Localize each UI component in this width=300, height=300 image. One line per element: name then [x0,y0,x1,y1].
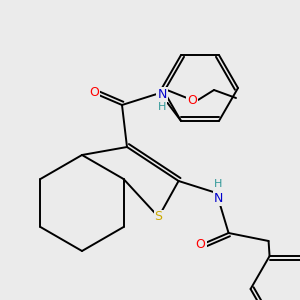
Text: O: O [196,238,206,251]
Text: H: H [158,102,166,112]
Text: S: S [154,211,163,224]
Text: N: N [157,88,167,100]
Text: N: N [214,191,223,205]
Text: O: O [187,94,197,106]
Text: H: H [213,179,222,189]
Text: O: O [89,86,99,100]
